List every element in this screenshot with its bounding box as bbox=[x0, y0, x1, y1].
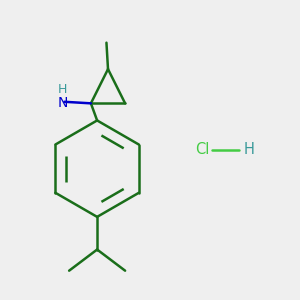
Text: Cl: Cl bbox=[195, 142, 209, 158]
Text: H: H bbox=[58, 83, 68, 97]
Text: N: N bbox=[58, 96, 68, 110]
Text: H: H bbox=[243, 142, 254, 158]
